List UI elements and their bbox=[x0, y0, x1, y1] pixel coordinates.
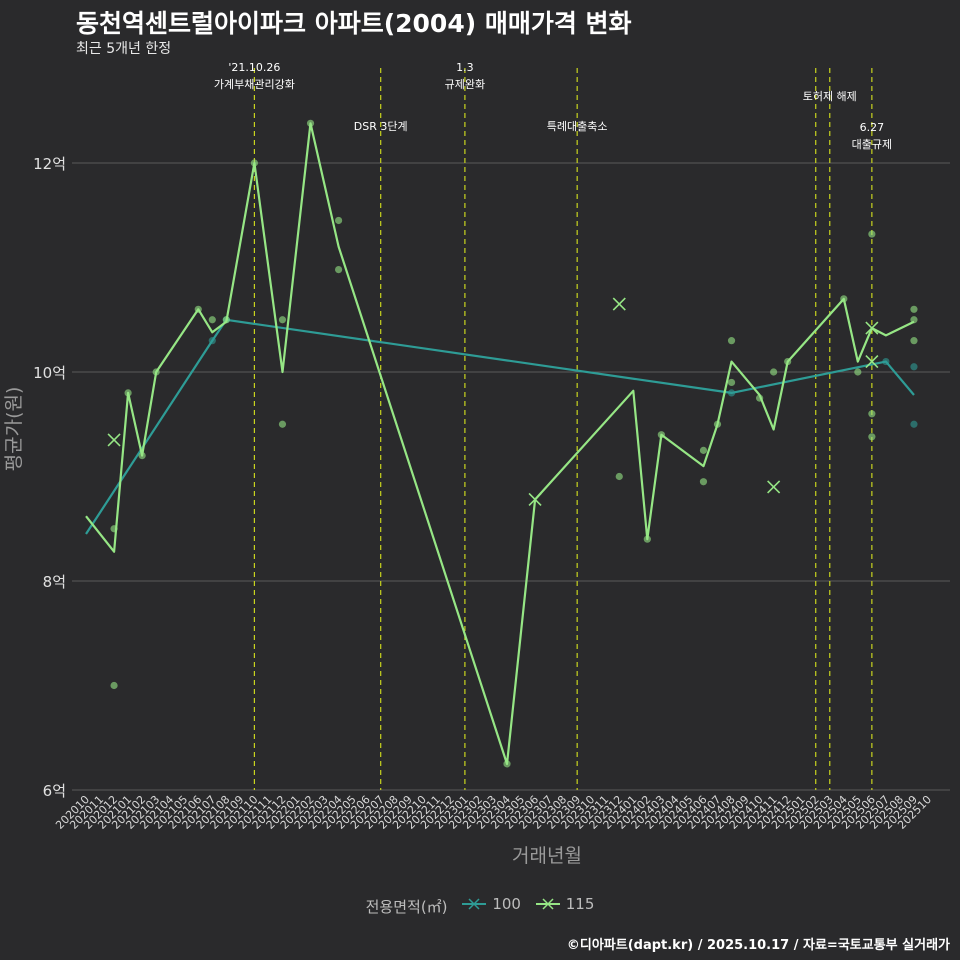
x-axis-label: 거래년월 bbox=[512, 845, 582, 867]
data-point-100 bbox=[910, 420, 918, 428]
event-label: 6.27 대출규제 bbox=[852, 121, 892, 151]
y-tick-label: 8억 bbox=[43, 573, 66, 591]
data-point-115 bbox=[713, 420, 722, 428]
data-point-115 bbox=[699, 478, 708, 486]
data-point-115 bbox=[657, 431, 665, 439]
data-point-115 bbox=[868, 433, 876, 441]
data-point-115 bbox=[124, 389, 132, 397]
cross-marker-115 bbox=[528, 492, 542, 507]
event-label: '21.10.26 가계부채관리강화 bbox=[214, 61, 295, 91]
legend-item-100: 100 bbox=[462, 895, 521, 913]
data-point-100 bbox=[208, 337, 216, 345]
y-tick-label: 12억 bbox=[33, 155, 66, 173]
cross-marker-115 bbox=[865, 354, 879, 369]
data-point-115 bbox=[335, 265, 343, 274]
y-tick-label: 10억 bbox=[33, 364, 66, 382]
chart-subtitle: 최근 5개년 한정 bbox=[76, 41, 172, 57]
data-point-115 bbox=[699, 446, 708, 454]
data-point-115 bbox=[194, 305, 202, 313]
data-point-115 bbox=[868, 230, 876, 238]
data-point-115 bbox=[250, 159, 258, 167]
data-point-100 bbox=[882, 357, 890, 366]
data-point-115 bbox=[840, 295, 848, 303]
data-point-115 bbox=[756, 394, 764, 402]
cross-marker-115 bbox=[865, 321, 879, 335]
event-label: 특례대출축소 bbox=[547, 120, 608, 133]
data-point-115 bbox=[615, 472, 623, 481]
legend-item-115: 115 bbox=[535, 895, 595, 913]
data-point-115 bbox=[222, 316, 230, 324]
data-point-115 bbox=[208, 316, 216, 324]
event-label: 1.3 규제완화 bbox=[445, 61, 485, 91]
event-label: 토허제 해제 bbox=[803, 89, 857, 103]
legend: 전용면적(㎡) 100 115 bbox=[0, 895, 960, 917]
data-point-115 bbox=[110, 681, 118, 690]
cross-marker-115 bbox=[612, 297, 626, 311]
data-point-115 bbox=[278, 420, 287, 428]
data-point-115 bbox=[503, 760, 511, 768]
y-tick-label: 6억 bbox=[43, 782, 66, 800]
legend-label-115: 115 bbox=[565, 895, 595, 913]
data-point-115 bbox=[854, 368, 862, 376]
data-point-115 bbox=[910, 316, 918, 324]
data-point-115 bbox=[784, 357, 792, 366]
data-point-115 bbox=[910, 305, 918, 313]
legend-key-115-icon bbox=[535, 898, 560, 910]
data-point-115 bbox=[110, 525, 118, 533]
legend-key-100-icon bbox=[462, 898, 487, 910]
price-chart: 6억8억10억12억평균가(원)202010202011202012202101… bbox=[3, 61, 950, 867]
legend-label-100: 100 bbox=[492, 895, 521, 913]
chart-title: 동천역센트럴아이파크 아파트(2004) 매매가격 변화 bbox=[76, 9, 632, 38]
data-point-115 bbox=[152, 368, 160, 376]
legend-title: 전용면적(㎡) bbox=[365, 898, 448, 916]
data-point-115 bbox=[306, 119, 315, 127]
data-point-100 bbox=[910, 363, 918, 371]
data-point-115 bbox=[727, 337, 736, 345]
series-line-115 bbox=[85, 122, 915, 766]
data-point-115 bbox=[727, 378, 736, 387]
data-point-115 bbox=[643, 535, 651, 543]
data-point-115 bbox=[910, 337, 918, 345]
data-point-115 bbox=[278, 316, 287, 324]
data-point-100 bbox=[727, 389, 736, 397]
cross-marker-115 bbox=[767, 480, 781, 494]
event-label: DSR 3단계 bbox=[354, 120, 408, 133]
data-point-115 bbox=[335, 216, 343, 225]
source-caption: ©디아파트(dapt.kr) / 2025.10.17 / 자료=국토교통부 실… bbox=[566, 938, 950, 953]
cross-marker-115 bbox=[107, 433, 121, 447]
data-point-115 bbox=[138, 452, 146, 460]
data-point-115 bbox=[868, 410, 876, 418]
data-point-115 bbox=[770, 368, 778, 376]
series-line-100 bbox=[85, 318, 915, 535]
y-axis-label: 평균가(원) bbox=[3, 387, 25, 472]
